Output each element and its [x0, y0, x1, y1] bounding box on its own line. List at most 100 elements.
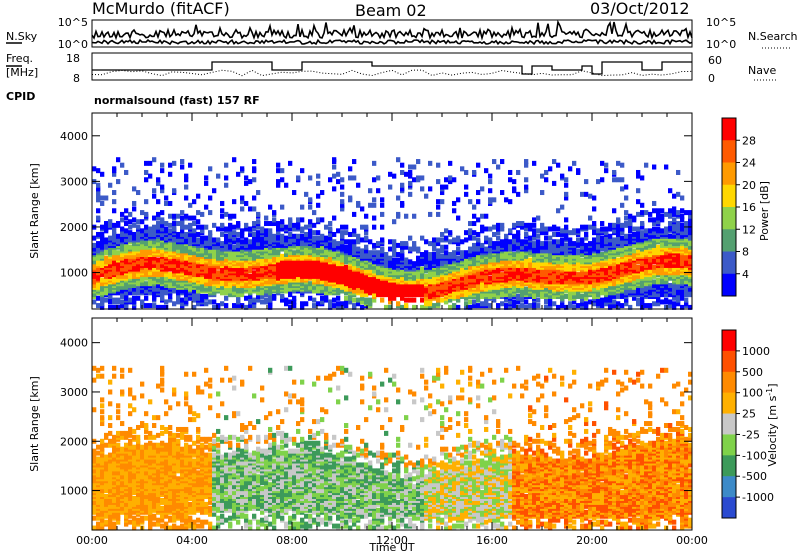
heatmap-cell: [472, 299, 477, 305]
heatmap-cell: [592, 221, 597, 227]
heatmap-cell: [468, 221, 473, 227]
heatmap-cell: [180, 224, 185, 230]
heatmap-cell: [244, 200, 249, 206]
heatmap-cell: [516, 221, 521, 227]
heatmap-cell: [144, 241, 149, 247]
heatmap-cell: [340, 184, 345, 190]
heatmap-cell: [300, 304, 305, 310]
heatmap-cell: [592, 272, 597, 278]
heatmap-cell: [108, 246, 113, 252]
heatmap-cell: [564, 288, 569, 294]
heatmap-cell: [488, 275, 493, 281]
heatmap-cell: [264, 297, 269, 303]
heatmap-cell: [288, 299, 293, 305]
heatmap-cell: [112, 231, 117, 237]
heatmap-cell: [532, 303, 537, 309]
heatmap-cell: [312, 210, 317, 216]
heatmap-cell: [288, 304, 293, 310]
heatmap-cell: [172, 288, 177, 294]
heatmap-cell: [200, 252, 205, 258]
heatmap-cell: [276, 182, 281, 188]
heatmap-cell: [596, 179, 601, 185]
heatmap-cell: [564, 246, 569, 252]
heatmap-cell: [516, 304, 521, 310]
heatmap-cell: [188, 257, 193, 263]
heatmap-cell: [164, 304, 169, 310]
heatmap-cell: [428, 211, 433, 217]
heatmap-cell: [508, 177, 513, 183]
heatmap-cell: [480, 242, 485, 248]
heatmap-cell: [212, 188, 217, 194]
heatmap-cell: [420, 297, 425, 303]
heatmap-cell: [444, 262, 449, 268]
heatmap-cell: [612, 222, 617, 228]
heatmap-cell: [96, 182, 101, 188]
heatmap-cell: [152, 224, 157, 230]
heatmap-cell: [208, 286, 213, 292]
heatmap-cell: [372, 215, 377, 221]
heatmap-cell: [628, 262, 633, 268]
heatmap-cell: [348, 279, 353, 285]
heatmap-cell: [92, 166, 97, 172]
heatmap-cell: [172, 221, 177, 227]
heatmap-cell: [136, 190, 141, 196]
heatmap-cell: [292, 226, 297, 232]
heatmap-cell: [92, 235, 97, 241]
heatmap-cell: [316, 230, 321, 236]
heatmap-cell: [280, 204, 285, 210]
heatmap-cell: [320, 233, 325, 239]
heatmap-cell: [320, 217, 325, 223]
heatmap-cell: [364, 248, 369, 254]
heatmap-cell: [288, 222, 293, 228]
heatmap-cell: [488, 303, 493, 309]
heatmap-cell: [568, 237, 573, 243]
heatmap-cell: [436, 162, 441, 168]
heatmap-cell: [644, 162, 649, 168]
heatmap-cell: [116, 297, 121, 303]
heatmap-cell: [504, 273, 509, 279]
heatmap-cell: [564, 195, 569, 201]
heatmap-cell: [652, 301, 657, 307]
heatmap-cell: [416, 175, 421, 181]
heatmap-cell: [388, 171, 393, 177]
heatmap-cell: [176, 295, 181, 301]
heatmap-cell: [532, 293, 537, 299]
heatmap-cell: [632, 295, 637, 301]
heatmap-cell: [132, 231, 137, 237]
heatmap-cell: [128, 244, 133, 250]
heatmap-cell: [568, 166, 573, 172]
heatmap-cell: [96, 259, 101, 265]
heatmap-cell: [364, 253, 369, 259]
heatmap-cell: [612, 228, 617, 234]
heatmap-cell: [400, 304, 405, 310]
heatmap-cell: [636, 301, 641, 307]
heatmap-cell: [400, 162, 405, 168]
heatmap-cell: [496, 164, 501, 170]
noise-sky-line: [91, 19, 693, 41]
heatmap-cell: [420, 186, 425, 192]
heatmap-cell: [132, 286, 137, 292]
heatmap-cell: [588, 224, 593, 230]
heatmap-cell: [232, 250, 237, 256]
heatmap-cell: [544, 252, 549, 258]
heatmap-cell: [256, 297, 261, 303]
heatmap-cell: [168, 272, 173, 278]
heatmap-cell: [616, 226, 621, 232]
heatmap-cell: [368, 188, 373, 194]
heatmap-cell: [180, 231, 185, 237]
heatmap-cell: [100, 200, 105, 206]
freq-frame: [91, 52, 693, 81]
heatmap-cell: [628, 233, 633, 239]
heatmap-cell: [136, 237, 141, 243]
heatmap-cell: [380, 202, 385, 208]
freq-left-tick-bottom: 8: [73, 72, 80, 85]
heatmap-cell: [92, 273, 97, 279]
heatmap-cell: [224, 303, 229, 309]
freq-left-label-1: Freq.: [6, 52, 33, 65]
heatmap-cell: [464, 301, 469, 307]
heatmap-cell: [452, 303, 457, 309]
heatmap-cell: [328, 177, 333, 183]
heatmap-cell: [580, 293, 585, 299]
heatmap-cell: [192, 288, 197, 294]
heatmap-cell: [652, 279, 657, 285]
